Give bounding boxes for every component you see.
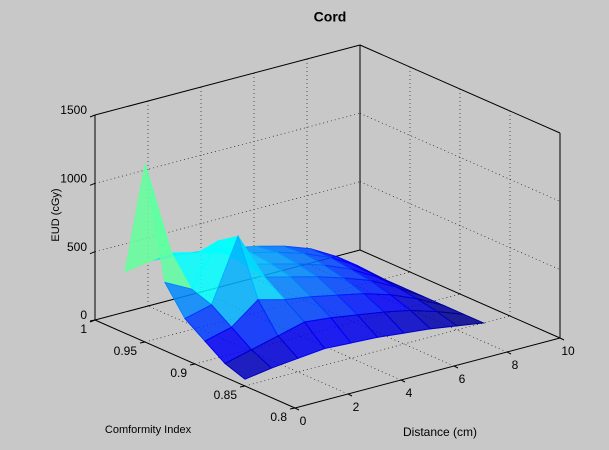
x-tick-label: 2 bbox=[353, 400, 360, 414]
x-tick-label: 0 bbox=[300, 414, 307, 428]
y-tick bbox=[189, 363, 196, 366]
surface-cell bbox=[224, 349, 273, 380]
z-tick-label: 0 bbox=[80, 308, 87, 322]
x-tick bbox=[559, 337, 565, 341]
x-tick-label: 4 bbox=[406, 386, 413, 400]
grid-line bbox=[94, 181, 361, 252]
y-tick bbox=[289, 407, 296, 410]
y-tick-label: 0.9 bbox=[170, 366, 187, 380]
z-tick-label: 1000 bbox=[60, 172, 87, 186]
grid-line bbox=[359, 181, 561, 270]
x-tick bbox=[347, 393, 353, 397]
z-axis-label: EUD (cGy) bbox=[50, 188, 62, 241]
y-tick-label: 1 bbox=[80, 322, 87, 336]
y-axis-label: Comformity Index bbox=[105, 424, 192, 436]
y-tick bbox=[239, 385, 246, 388]
chart-title: Cord bbox=[314, 9, 347, 25]
z-tick bbox=[89, 251, 96, 255]
grid-line bbox=[359, 113, 561, 202]
grid-line bbox=[306, 263, 508, 353]
z-tick-label: 500 bbox=[67, 240, 87, 254]
y-tick-label: 0.85 bbox=[214, 388, 238, 402]
x-tick-label: 10 bbox=[561, 344, 575, 358]
x-tick bbox=[400, 379, 406, 383]
y-tick-label: 0.95 bbox=[114, 344, 138, 358]
grid-line bbox=[253, 277, 455, 367]
grid-line bbox=[244, 315, 511, 387]
x-tick-label: 6 bbox=[459, 372, 466, 386]
grid-line bbox=[94, 113, 361, 184]
z-tick bbox=[89, 319, 96, 323]
x-tick bbox=[294, 407, 300, 411]
axis-line bbox=[294, 337, 561, 409]
x-tick bbox=[506, 351, 512, 355]
y-tick bbox=[139, 341, 146, 344]
x-tick bbox=[453, 365, 459, 369]
x-tick-label: 8 bbox=[512, 358, 519, 372]
axis-line bbox=[359, 44, 561, 134]
grid-line bbox=[200, 291, 402, 381]
grid-line bbox=[147, 305, 349, 395]
z-tick-label: 1500 bbox=[60, 103, 87, 117]
x-axis-label: Distance (cm) bbox=[403, 425, 477, 439]
axis-line bbox=[94, 44, 361, 116]
y-tick-label: 0.8 bbox=[270, 410, 287, 424]
axis-line bbox=[359, 249, 561, 339]
z-tick bbox=[89, 114, 96, 118]
z-tick bbox=[89, 182, 96, 186]
